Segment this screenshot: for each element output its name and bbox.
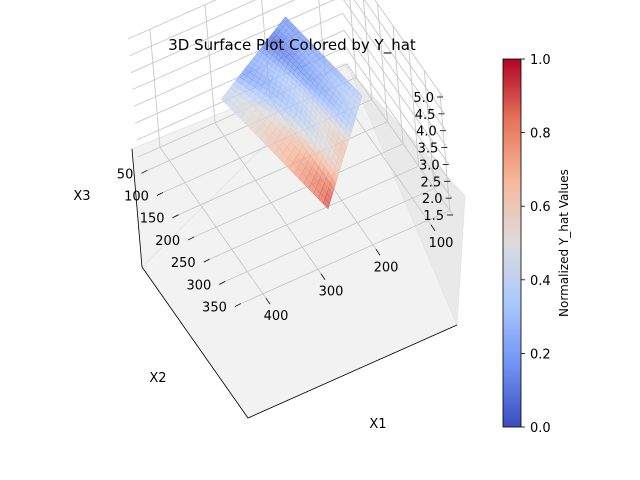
x-tick-label: 100 — [429, 236, 454, 251]
y-tick-mark — [203, 258, 210, 263]
z-tick-label: 4.5 — [415, 108, 436, 123]
right-wall-pane — [341, 63, 466, 326]
axes-lines — [131, 148, 458, 419]
y-tick-label: 250 — [171, 256, 196, 271]
y-tick-mark — [141, 169, 148, 174]
y-tick-label: 100 — [124, 190, 149, 205]
x-axis-line — [247, 324, 458, 419]
z-axis-line — [131, 148, 143, 268]
z-tick-label: 1.5 — [423, 209, 444, 224]
y-tick-mark — [219, 280, 226, 285]
x-tick-mark — [320, 273, 326, 280]
y-tick-mark — [172, 214, 179, 219]
x-tick-mark — [375, 249, 381, 256]
y-tick-mark — [156, 192, 164, 196]
gridline-z — [133, 12, 450, 165]
gridline-z — [130, 0, 447, 131]
surface-mesh — [220, 16, 363, 210]
z-tick-label: 4.0 — [416, 125, 437, 140]
x-tick-label: 200 — [374, 260, 399, 275]
z-tick-label: 3.5 — [418, 142, 439, 157]
z-tick-label: 3.0 — [419, 158, 440, 173]
z-axis-label: X3 — [73, 189, 90, 204]
gridline-z — [127, 0, 444, 98]
x-tick-label: 400 — [264, 309, 289, 324]
gridline-z — [134, 29, 451, 182]
x-tick-mark — [265, 297, 271, 305]
y-tick-label: 300 — [186, 278, 211, 293]
y-tick-label: 50 — [117, 167, 134, 182]
surface-cell — [356, 91, 363, 102]
gridline-z — [129, 0, 445, 115]
gridline-z — [136, 46, 452, 199]
colorbar-tick-label: 0.4 — [530, 274, 551, 289]
y-tick-label: 350 — [202, 301, 227, 316]
colorbar-tick-label: 1.0 — [530, 53, 551, 68]
colorbar — [502, 58, 522, 428]
colorbar-tick-label: 0.8 — [530, 127, 551, 142]
y-axis-line — [141, 266, 249, 419]
colorbar-tick-label: 0.2 — [530, 347, 551, 362]
z-tick-label: 2.5 — [420, 175, 441, 190]
tick-labels: 100 200 300 400 50 100 150 200 250 300 350 1.5 2.0 2.… — [117, 91, 454, 324]
y-tick-mark — [234, 303, 242, 307]
colorbar-tick-label: 0.6 — [530, 200, 551, 215]
y-tick-mark — [187, 236, 195, 241]
axes-panes — [131, 63, 466, 419]
gridline-z — [137, 63, 454, 216]
chart-title: 3D Surface Plot Colored by Y_hat — [168, 36, 416, 55]
y-axis-label: X2 — [149, 371, 166, 386]
gridline-z — [132, 0, 448, 148]
x-axis-label: X1 — [369, 417, 386, 432]
colorbar-tick-label: 0.0 — [530, 421, 551, 436]
axes-gridlines — [127, 0, 454, 305]
colorbar-ticks: 0.0 0.2 0.4 0.6 0.8 1.0 — [521, 53, 551, 436]
x-tick-label: 300 — [319, 285, 344, 300]
z-tick-label: 5.0 — [413, 91, 434, 106]
x-tick-mark — [430, 224, 436, 232]
z-tick-label: 2.0 — [422, 192, 443, 207]
y-tick-label: 200 — [155, 234, 180, 249]
colorbar-label: Normalized Y_hat Values — [557, 169, 571, 317]
y-tick-label: 150 — [140, 212, 165, 227]
